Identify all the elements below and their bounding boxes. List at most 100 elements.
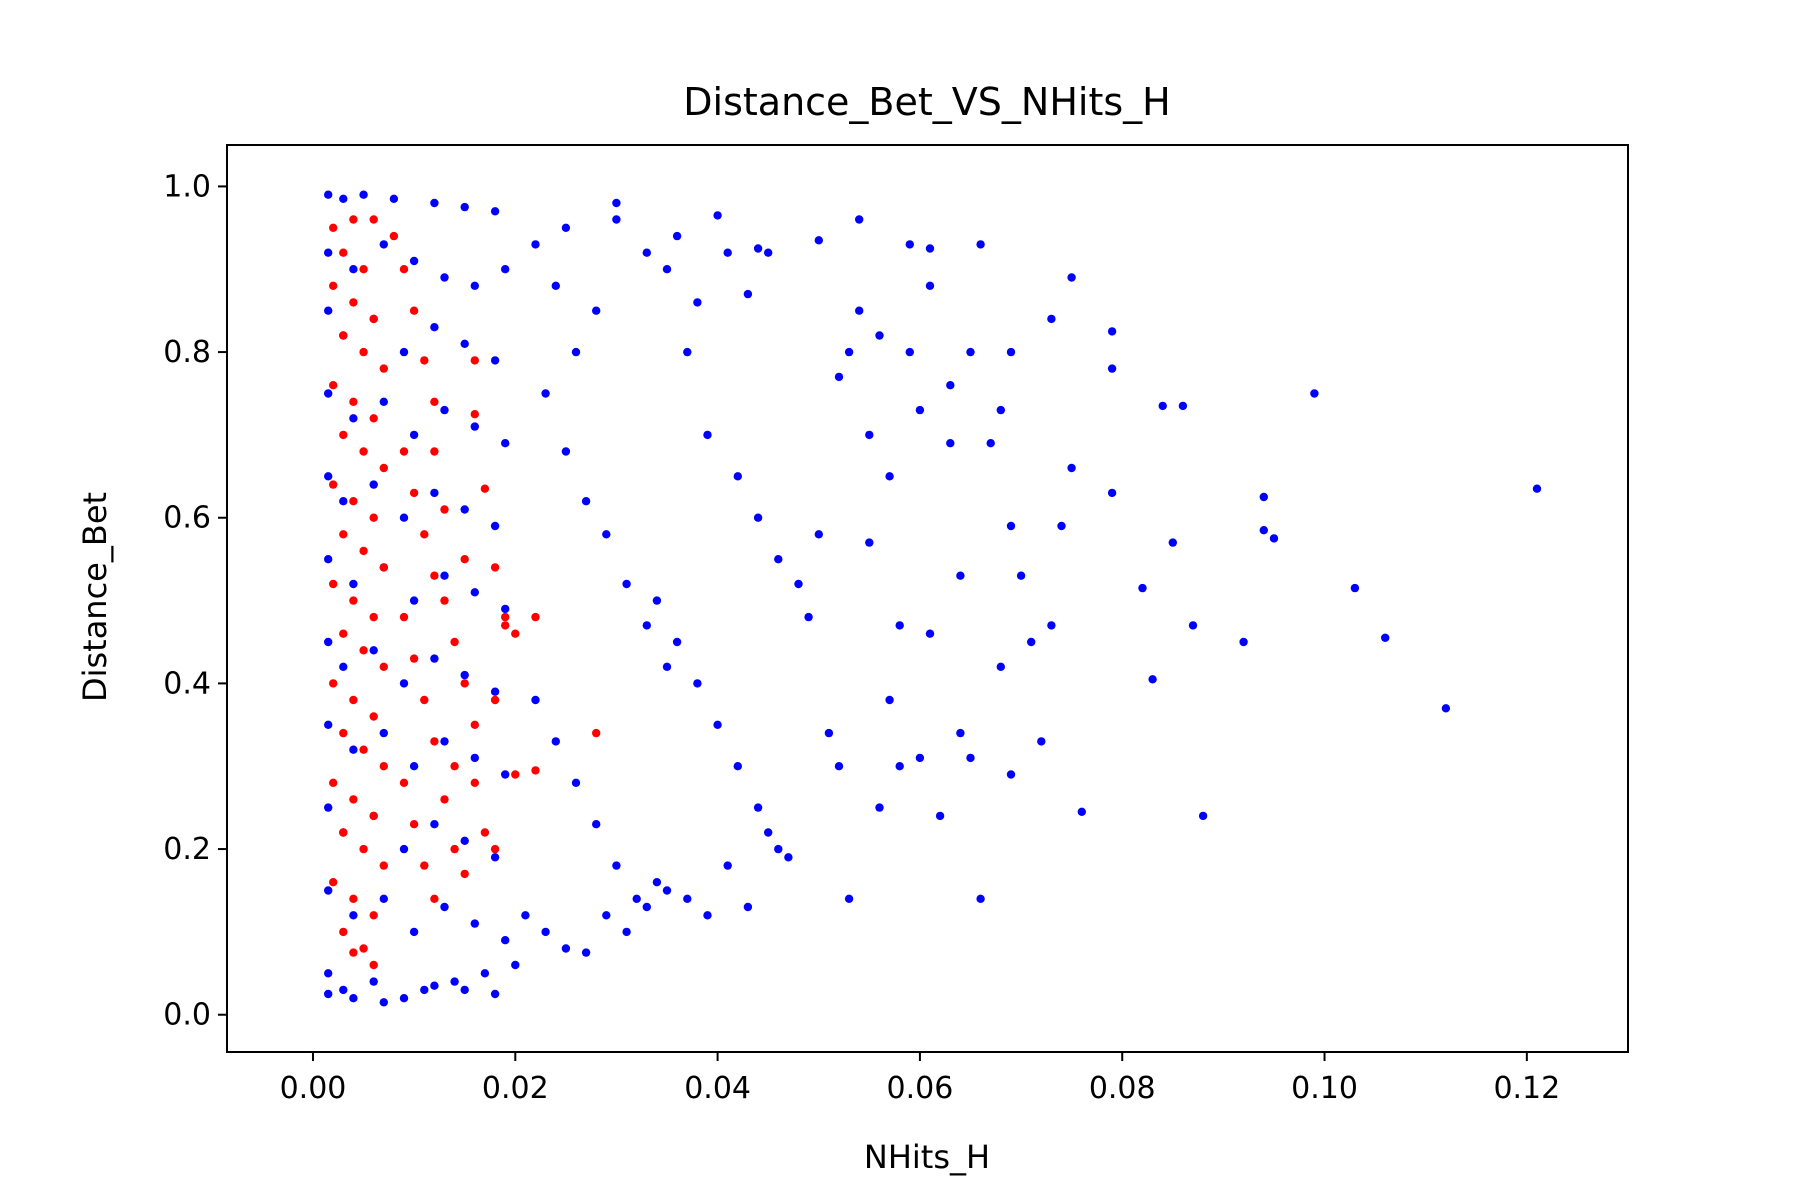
scatter-point bbox=[1027, 637, 1036, 647]
scatter-point bbox=[409, 306, 419, 315]
scatter-point bbox=[966, 753, 975, 763]
chart-title: Distance_Bet_VS_NHits_H bbox=[683, 80, 1170, 124]
scatter-point bbox=[399, 347, 409, 357]
plot-frame bbox=[226, 144, 1629, 1053]
scatter-point bbox=[1269, 534, 1279, 543]
scatter-point bbox=[470, 720, 479, 729]
scatter-point bbox=[349, 745, 358, 754]
scatter-point bbox=[399, 447, 409, 456]
scatter-point bbox=[652, 596, 662, 605]
scatter-point bbox=[339, 728, 348, 738]
scatter-point bbox=[420, 861, 429, 870]
scatter-point bbox=[1067, 463, 1076, 473]
scatter-point bbox=[602, 530, 611, 539]
scatter-point bbox=[324, 472, 333, 481]
scatter-point bbox=[764, 248, 773, 257]
scatter-point bbox=[430, 820, 439, 829]
x-tick-label: 0.08 bbox=[1089, 1071, 1156, 1106]
scatter-point bbox=[774, 555, 783, 564]
scatter-point bbox=[1077, 807, 1087, 816]
scatter-point bbox=[470, 753, 479, 763]
scatter-point bbox=[339, 629, 348, 638]
scatter-point bbox=[359, 745, 368, 754]
scatter-point bbox=[1107, 327, 1117, 336]
scatter-point bbox=[329, 778, 338, 787]
scatter-point bbox=[379, 662, 388, 671]
scatter-point bbox=[379, 998, 388, 1007]
scatter-point bbox=[501, 439, 510, 448]
scatter-point bbox=[1259, 492, 1269, 502]
scatter-point bbox=[855, 306, 864, 315]
x-axis: 0.00 0.02 0.04 0.06 0.08 0.10 0.12 bbox=[280, 1052, 1560, 1106]
x-tick-label: 0.00 bbox=[280, 1071, 347, 1106]
scatter-point bbox=[420, 530, 429, 539]
scatter-point bbox=[369, 712, 378, 721]
scatter-point bbox=[379, 397, 388, 406]
scatter-point bbox=[490, 687, 500, 696]
scatter-point bbox=[339, 662, 348, 671]
scatter-point bbox=[501, 604, 510, 614]
scatter-point bbox=[723, 861, 732, 870]
scatter-point bbox=[409, 256, 419, 266]
scatter-point bbox=[369, 215, 378, 224]
scatter-point bbox=[329, 480, 338, 489]
scatter-point bbox=[329, 679, 338, 688]
scatter-point bbox=[470, 588, 479, 597]
scatter-point bbox=[440, 737, 449, 746]
scatter-point bbox=[349, 695, 358, 705]
scatter-point bbox=[359, 944, 368, 953]
scatter-point bbox=[1168, 538, 1178, 547]
scatter-point bbox=[774, 844, 783, 854]
scatter-point bbox=[329, 381, 338, 390]
scatter-point bbox=[642, 621, 651, 630]
scatter-point bbox=[1016, 571, 1026, 580]
scatter-point bbox=[369, 480, 378, 489]
scatter-point bbox=[379, 364, 388, 373]
scatter-point bbox=[399, 844, 409, 854]
scatter-point bbox=[430, 571, 439, 580]
scatter-point bbox=[440, 571, 449, 580]
scatter-point bbox=[440, 596, 449, 605]
scatter-point bbox=[490, 844, 500, 854]
scatter-point bbox=[1178, 401, 1188, 411]
scatter-point bbox=[379, 861, 388, 870]
scatter-point bbox=[1037, 737, 1046, 746]
scatter-point bbox=[339, 530, 348, 539]
scatter-point bbox=[399, 994, 409, 1003]
scatter-point bbox=[622, 927, 631, 937]
scatter-point bbox=[339, 331, 348, 340]
scatter-point bbox=[399, 778, 409, 787]
scatter-point bbox=[713, 720, 722, 729]
scatter-point bbox=[349, 215, 358, 224]
y-tick-label: 1.0 bbox=[163, 169, 211, 204]
scatter-point bbox=[324, 803, 333, 812]
scatter-point bbox=[844, 894, 854, 903]
scatter-point bbox=[470, 778, 479, 787]
scatter-point bbox=[430, 397, 439, 406]
scatter-point bbox=[490, 989, 500, 999]
scatter-point bbox=[460, 985, 469, 995]
scatter-point bbox=[349, 911, 358, 920]
scatter-point bbox=[460, 202, 469, 212]
scatter-point bbox=[379, 563, 388, 572]
scatter-point bbox=[592, 306, 601, 315]
scatter-point bbox=[1239, 637, 1248, 647]
scatter-point bbox=[430, 447, 439, 456]
scatter-point bbox=[683, 894, 692, 903]
scatter-point bbox=[450, 977, 459, 986]
scatter-point bbox=[460, 670, 469, 680]
scatter-point bbox=[865, 538, 874, 547]
scatter-point bbox=[379, 728, 388, 738]
scatter-point bbox=[814, 530, 823, 539]
scatter-point bbox=[672, 231, 682, 241]
scatter-point bbox=[885, 472, 894, 481]
scatter-point bbox=[324, 969, 333, 978]
scatter-marks bbox=[324, 190, 1542, 1007]
scatter-point bbox=[369, 960, 378, 970]
scatter-point bbox=[733, 472, 742, 481]
scatter-point bbox=[359, 546, 368, 556]
scatter-point bbox=[389, 194, 399, 203]
scatter-point bbox=[571, 778, 581, 787]
scatter-point bbox=[966, 347, 975, 357]
